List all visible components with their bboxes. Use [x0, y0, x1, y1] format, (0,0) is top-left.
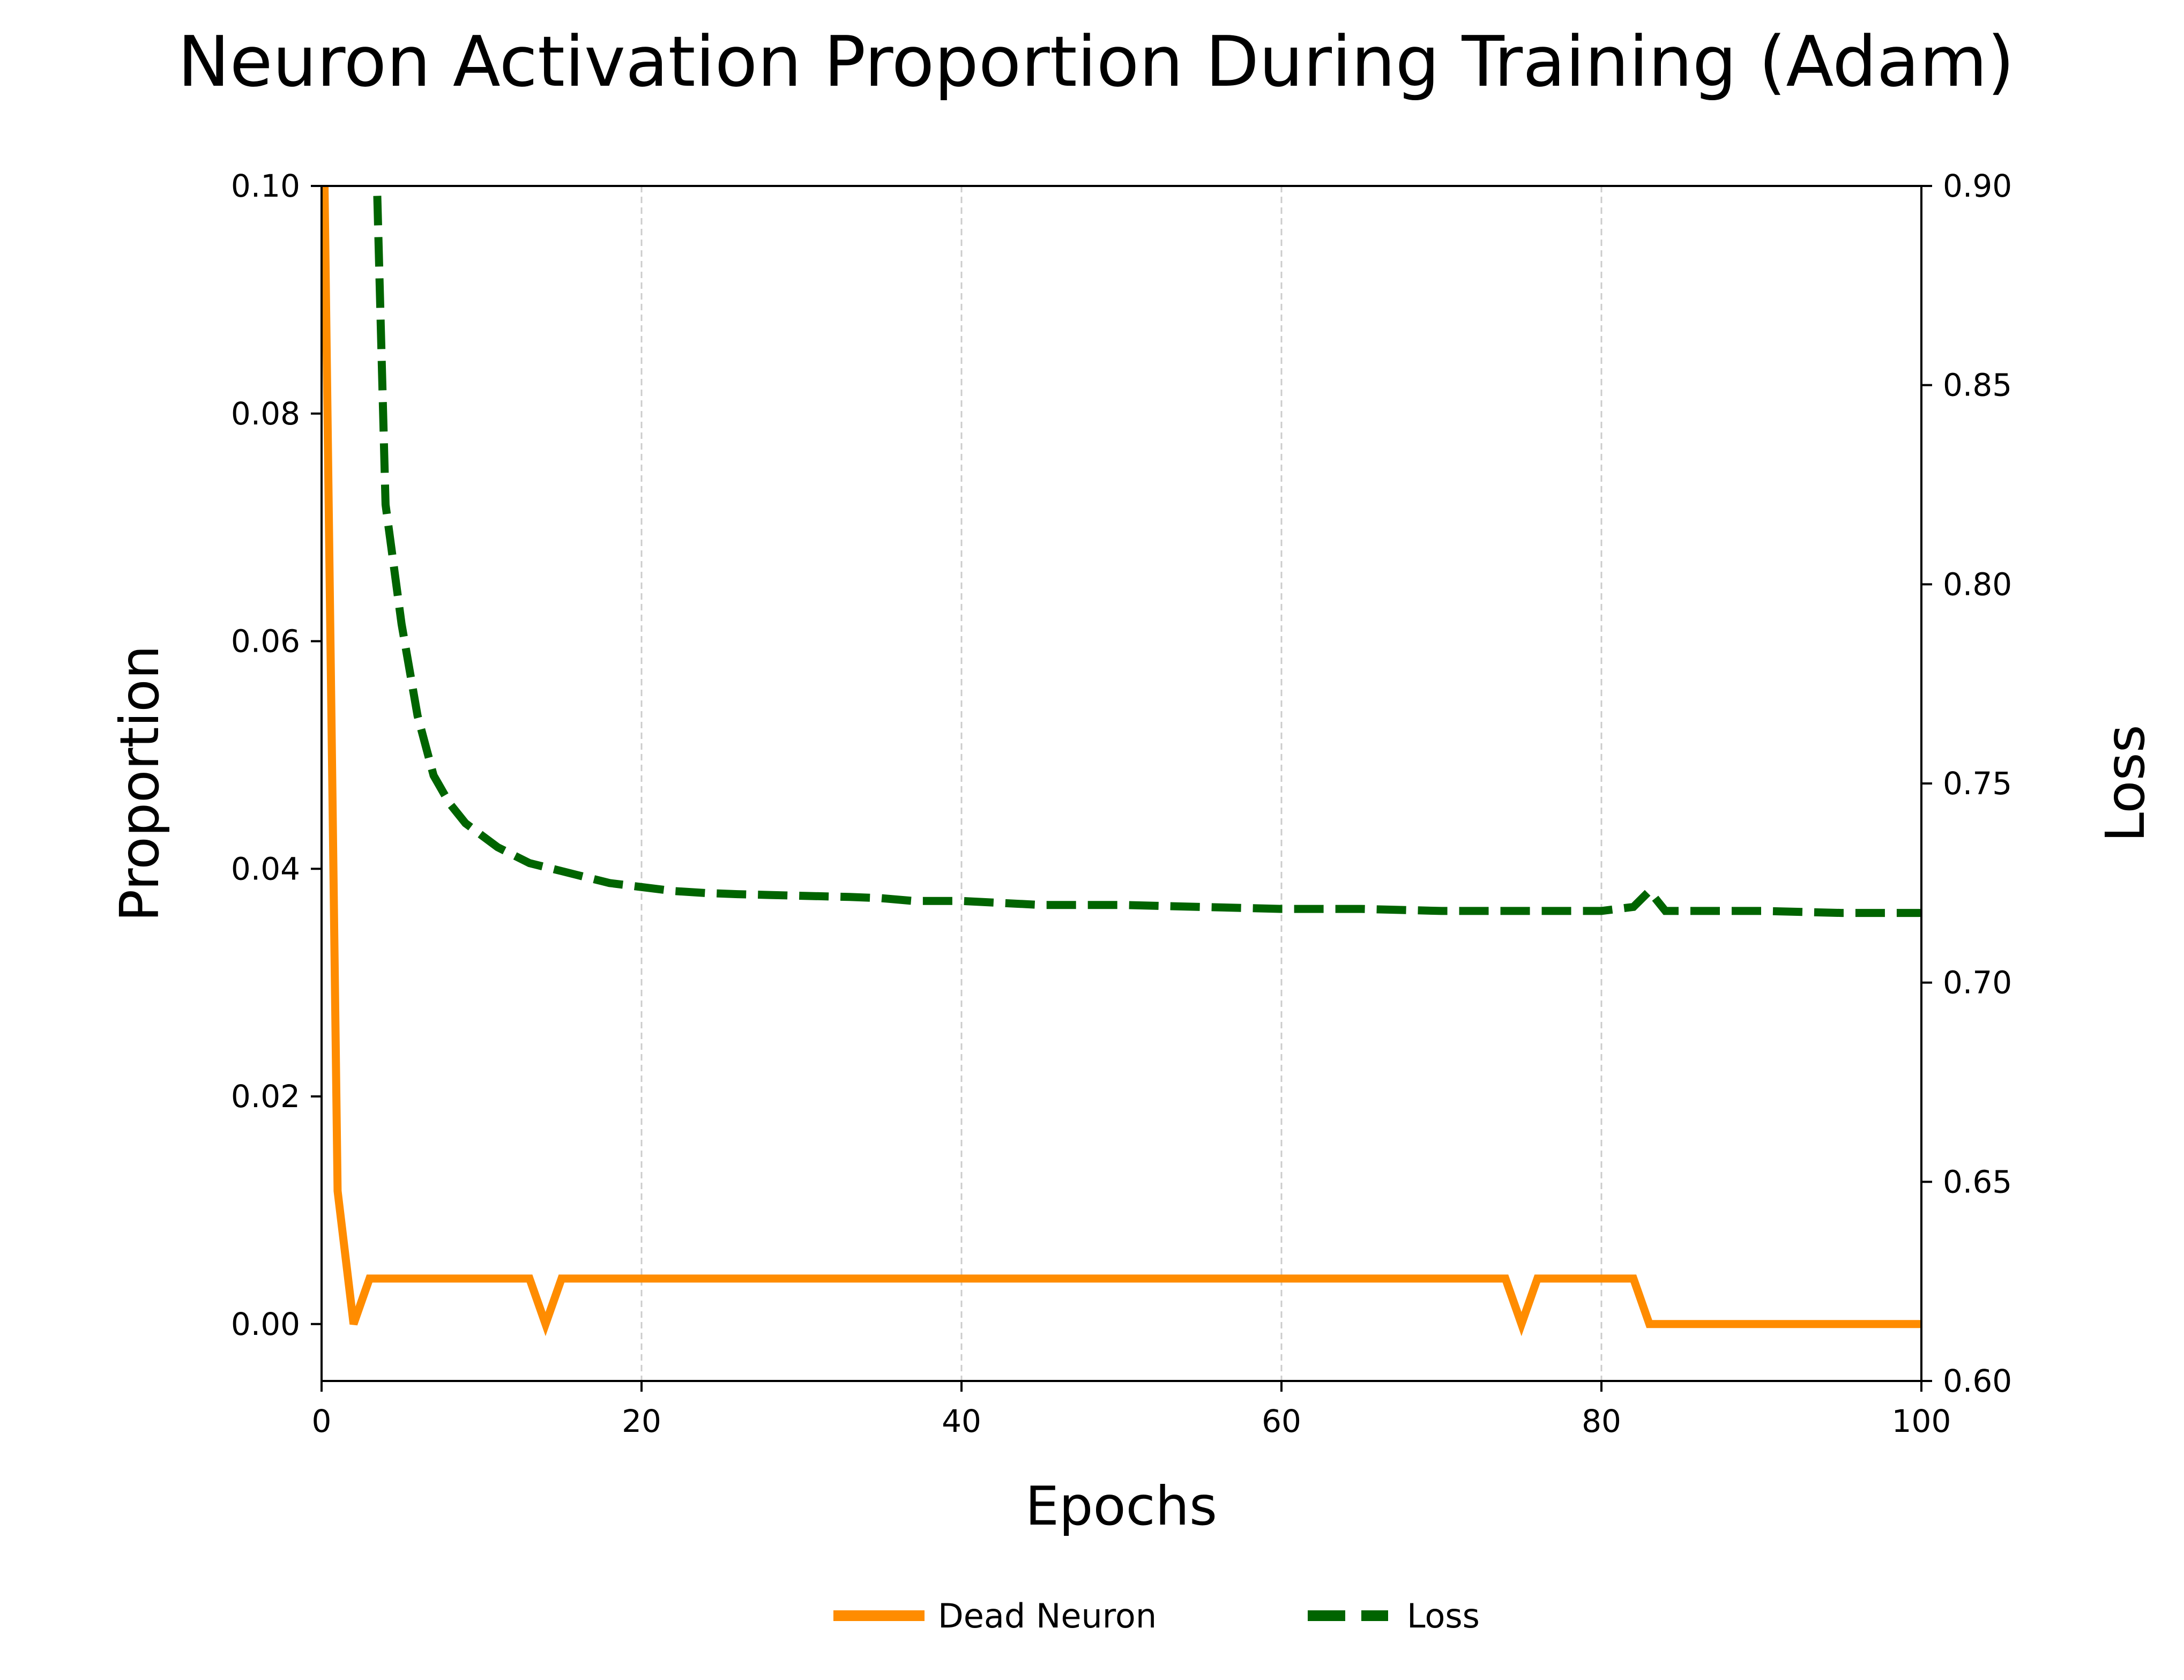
- series-line-dead-neuron: [322, 186, 1921, 1336]
- plot-frame: [320, 185, 1922, 1382]
- y-right-tick-label: 0.80: [1943, 566, 2012, 602]
- x-tick-label: 100: [1892, 1403, 1951, 1439]
- chart-title: Neuron Activation Proportion During Trai…: [177, 21, 2014, 102]
- x-tick-label: 60: [1262, 1403, 1301, 1439]
- x-tick-label: 80: [1582, 1403, 1621, 1439]
- y-right-tick-label: 0.65: [1943, 1163, 2012, 1200]
- grid-lines: [640, 186, 1602, 1381]
- y-left-tick-label: 0.10: [231, 168, 300, 204]
- x-tick-label: 40: [942, 1403, 981, 1439]
- series-lines: [322, 186, 1921, 1336]
- y-left-tick-label: 0.04: [231, 850, 300, 887]
- y-left-tick-label: 0.00: [231, 1306, 300, 1342]
- x-tick-label: 20: [622, 1403, 661, 1439]
- y-right-tick-label: 0.90: [1943, 168, 2012, 204]
- x-axis-label: Epochs: [1025, 1475, 1217, 1537]
- y-left-tick-label: 0.02: [231, 1078, 300, 1115]
- series-line-loss: [372, 186, 1921, 917]
- y-right-tick-label: 0.85: [1943, 367, 2012, 404]
- legend-label-dead-neuron: Dead Neuron: [938, 1596, 1157, 1636]
- y-axis-label-right: Loss: [2094, 725, 2157, 842]
- x-tick-label: 0: [312, 1403, 332, 1439]
- legend-label-loss: Loss: [1407, 1596, 1480, 1636]
- y-right-tick-label: 0.60: [1943, 1363, 2012, 1399]
- y-right-tick-label: 0.70: [1943, 965, 2012, 1001]
- y-axis-label-left: Proportion: [108, 645, 171, 922]
- y-left-tick-label: 0.08: [231, 395, 300, 432]
- y-left-tick-label: 0.06: [231, 623, 300, 660]
- axis-ticks: 0 20 40 60 80 100 0.00 0.02 0.04 0.06 0.08 0.10 0.60…: [231, 168, 2012, 1439]
- legend: Dead Neuron Loss: [833, 1596, 1480, 1636]
- y-right-tick-label: 0.75: [1943, 765, 2012, 802]
